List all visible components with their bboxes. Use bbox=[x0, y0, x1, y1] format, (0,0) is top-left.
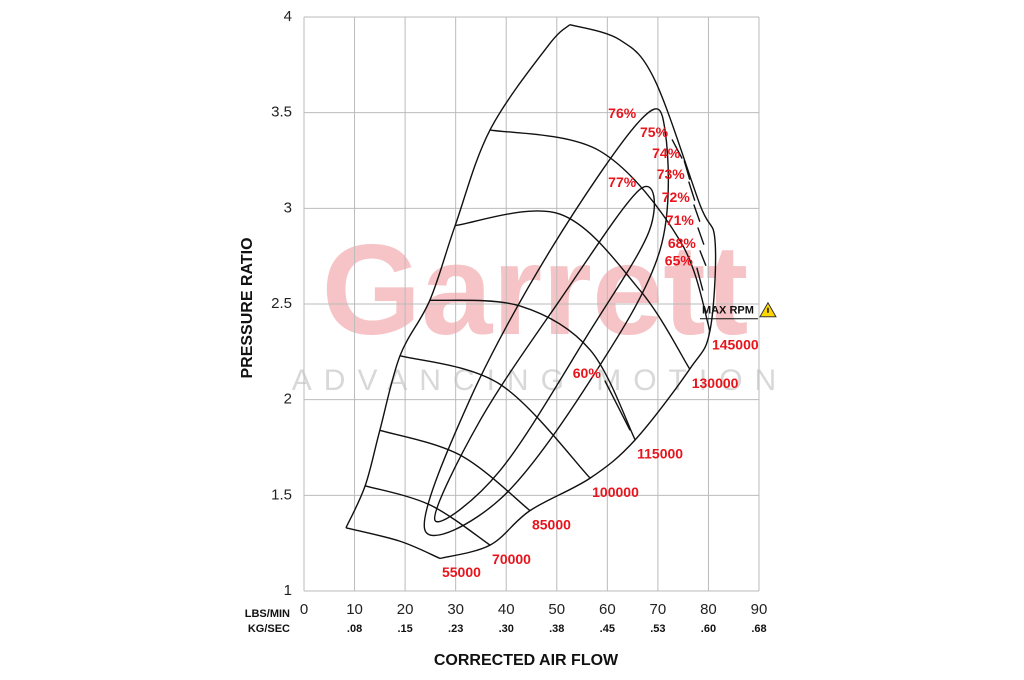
y-tick-label: 1.5 bbox=[271, 486, 292, 503]
watermark-group: Garrett ADVANCING MOTION bbox=[292, 219, 788, 397]
speed-label: 130000 bbox=[692, 375, 739, 391]
efficiency-island bbox=[697, 227, 705, 245]
x-tick-label: 60 bbox=[599, 601, 616, 618]
x2-tick-label: .53 bbox=[650, 623, 665, 635]
speed-label: 85000 bbox=[532, 516, 571, 532]
speed-label: 100000 bbox=[592, 484, 639, 500]
efficiency-island bbox=[699, 250, 707, 266]
efficiency-label: 77% bbox=[608, 174, 637, 190]
x-tick-label: 70 bbox=[650, 601, 667, 618]
efficiency-island bbox=[693, 204, 701, 222]
x-tick-label: 10 bbox=[346, 601, 363, 618]
x2-tick-label: .30 bbox=[499, 623, 514, 635]
speed-label: 55000 bbox=[442, 564, 481, 580]
x-unit-label: LBS/MIN bbox=[245, 608, 290, 620]
x2-tick-label: .23 bbox=[448, 623, 463, 635]
efficiency-island bbox=[688, 181, 696, 201]
efficiency-island bbox=[423, 108, 670, 537]
speed-line bbox=[364, 485, 491, 546]
x2-tick-label: .60 bbox=[701, 623, 716, 635]
speed-label: 70000 bbox=[492, 551, 531, 567]
y-tick-label: 2.5 bbox=[271, 295, 292, 312]
x-tick-label: 30 bbox=[447, 601, 464, 618]
efficiency-label: 74% bbox=[652, 145, 681, 161]
x2-tick-label: .45 bbox=[600, 623, 615, 635]
efficiency-label: 60% bbox=[573, 365, 602, 381]
speed-line bbox=[399, 354, 591, 479]
speed-line bbox=[455, 210, 691, 370]
watermark: Garrett bbox=[322, 219, 749, 362]
efficiency-label: 72% bbox=[662, 189, 691, 205]
efficiency-island bbox=[671, 139, 683, 159]
x-axis-label: CORRECTED AIR FLOW bbox=[434, 652, 619, 669]
efficiency-label: 75% bbox=[640, 124, 669, 140]
x2-tick-label: .08 bbox=[347, 623, 362, 635]
speed-label: 145000 bbox=[712, 336, 759, 352]
speed-line bbox=[345, 527, 441, 560]
y-tick-label: 4 bbox=[284, 8, 292, 25]
y-tick-label: 3 bbox=[284, 199, 292, 216]
surge-line bbox=[345, 24, 571, 529]
efficiency-island bbox=[696, 267, 704, 291]
x-tick-label: 20 bbox=[397, 601, 414, 618]
efficiency-label: 73% bbox=[657, 166, 686, 182]
y-tick-label: 2 bbox=[284, 391, 292, 408]
speed-line bbox=[429, 299, 636, 441]
grid: 0 10 20 30 40 50 60 70 80 90 .08 .15 .23 .30 .38 .45 .53… bbox=[271, 8, 767, 635]
speed-label: 115000 bbox=[637, 446, 683, 462]
x2-tick-label: .15 bbox=[397, 623, 412, 635]
map-lines bbox=[345, 23, 717, 560]
x2-tick-label: .38 bbox=[549, 623, 564, 635]
labels: 55000 70000 85000 100000 115000 130000 145000 M… bbox=[442, 105, 777, 580]
x2-unit-label: KG/SEC bbox=[248, 623, 290, 635]
x-tick-label: 90 bbox=[751, 601, 768, 618]
speed-line bbox=[379, 429, 531, 512]
efficiency-label: 71% bbox=[666, 212, 695, 228]
max-rpm-label: MAX RPM bbox=[702, 305, 754, 317]
efficiency-label: 65% bbox=[665, 252, 694, 268]
y-tick-label: 3.5 bbox=[271, 104, 292, 121]
efficiency-island bbox=[683, 160, 691, 180]
y-tick-label: 1 bbox=[284, 582, 292, 599]
efficiency-island bbox=[434, 185, 656, 523]
efficiency-label: 76% bbox=[608, 105, 637, 121]
efficiency-label: 68% bbox=[668, 235, 697, 251]
watermark-sub: ADVANCING MOTION bbox=[292, 364, 788, 397]
x-tick-label: 0 bbox=[300, 601, 308, 618]
y-axis-label: PRESSURE RATIO bbox=[239, 237, 256, 378]
efficiency-island bbox=[604, 380, 631, 431]
x-tick-label: 50 bbox=[548, 601, 565, 618]
x-tick-label: 80 bbox=[700, 601, 717, 618]
x-tick-label: 40 bbox=[498, 601, 515, 618]
x2-tick-label: .68 bbox=[751, 623, 766, 635]
